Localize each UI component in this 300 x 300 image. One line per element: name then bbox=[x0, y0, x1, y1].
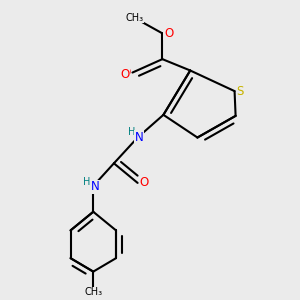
Text: N: N bbox=[90, 180, 99, 193]
Text: O: O bbox=[128, 11, 138, 24]
Text: H: H bbox=[83, 177, 90, 187]
Text: O: O bbox=[164, 27, 173, 40]
Text: CH₃: CH₃ bbox=[125, 13, 144, 23]
Text: S: S bbox=[236, 85, 244, 98]
Text: O: O bbox=[165, 27, 174, 40]
Text: O: O bbox=[140, 176, 149, 189]
Text: N: N bbox=[135, 131, 143, 144]
Text: O: O bbox=[120, 68, 129, 81]
Text: O: O bbox=[122, 66, 131, 79]
Text: CH₃: CH₃ bbox=[84, 287, 102, 297]
Text: H: H bbox=[128, 127, 135, 137]
